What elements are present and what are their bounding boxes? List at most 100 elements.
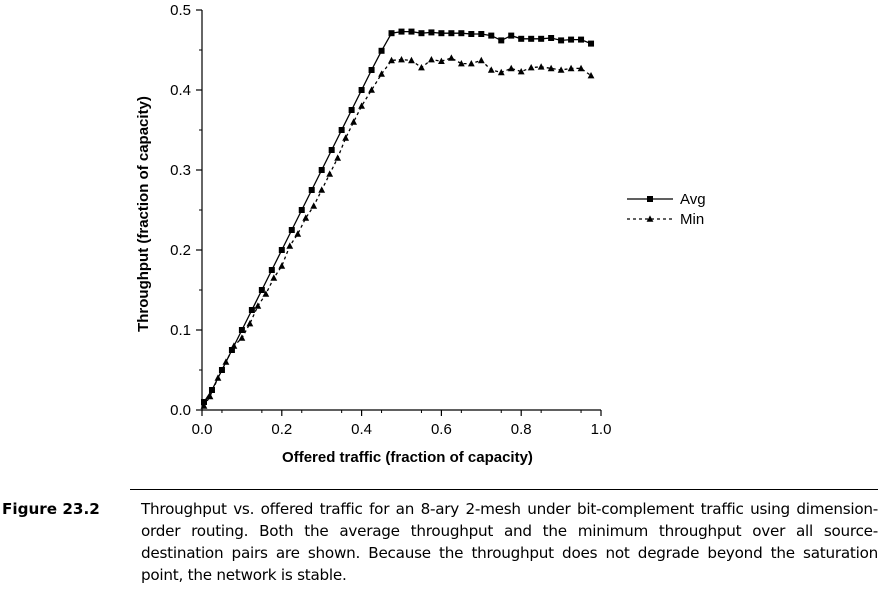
data-point-avg: [348, 107, 355, 113]
data-point-avg: [548, 35, 555, 41]
data-point-min: [557, 66, 565, 73]
data-point-min: [408, 56, 415, 64]
chart-axes: 0.0 0.2 0.4 0.6 0.8 1.0 0.0 0.1 0.2 0.3 0.4 0.5 Offe…: [135, 2, 611, 466]
legend-item-min: Min: [627, 211, 704, 228]
data-point-avg: [528, 35, 535, 42]
data-point-avg: [468, 31, 475, 37]
series-line-min: [203, 57, 592, 407]
data-point-min: [438, 57, 445, 64]
data-point-min: [358, 102, 365, 109]
data-point-min: [342, 134, 350, 141]
data-point-avg: [328, 147, 335, 153]
data-point-avg: [388, 30, 395, 37]
data-point-min: [388, 56, 395, 64]
data-point-avg: [448, 30, 455, 37]
data-point-min: [222, 358, 230, 365]
data-point-avg: [268, 267, 275, 273]
data-point-avg: [478, 31, 485, 37]
data-point-min: [368, 86, 375, 93]
caption-label: Figure 23.2: [2, 500, 100, 518]
data-point-avg: [368, 67, 375, 73]
data-point-avg: [218, 367, 225, 373]
data-point-min: [497, 68, 505, 76]
data-point-min: [567, 64, 575, 72]
data-point-avg: [568, 36, 575, 43]
data-point-avg: [408, 28, 415, 35]
data-point-avg: [358, 87, 365, 93]
data-point-avg: [428, 29, 435, 36]
data-point-min: [350, 118, 358, 125]
x-tick-label: 0.8: [511, 421, 532, 438]
data-point-min: [230, 342, 238, 349]
data-point-avg: [338, 127, 345, 133]
y-axis-title: Throughput (fraction of capacity): [135, 96, 152, 332]
data-point-min: [547, 64, 555, 72]
data-point-min: [238, 334, 246, 341]
data-point-avg: [508, 32, 515, 39]
data-point-min: [507, 64, 515, 72]
data-point-avg: [458, 30, 465, 37]
data-point-min: [517, 68, 525, 75]
data-point-min: [537, 63, 545, 70]
data-point-avg: [258, 287, 265, 293]
legend-marker: [647, 196, 653, 202]
chart-series: [200, 28, 595, 409]
data-point-min: [278, 262, 286, 269]
y-tick-label: 0.3: [170, 162, 191, 179]
data-point-avg: [278, 247, 285, 253]
data-point-min: [447, 54, 455, 61]
data-point-min: [487, 66, 495, 73]
data-point-min: [326, 170, 334, 177]
data-point-avg: [488, 32, 495, 39]
data-point-avg: [398, 28, 405, 35]
data-point-avg: [298, 207, 305, 213]
y-tick-label: 0.2: [170, 242, 191, 259]
data-point-min: [477, 56, 485, 64]
data-point-min: [262, 290, 270, 297]
data-point-min: [214, 374, 222, 381]
data-point-avg: [288, 227, 295, 233]
data-point-min: [294, 230, 302, 237]
data-point-min: [206, 392, 214, 400]
data-point-avg: [308, 187, 315, 193]
series-line-avg: [203, 30, 592, 403]
data-point-avg: [378, 47, 385, 54]
data-point-avg: [578, 36, 585, 43]
data-point-min: [587, 72, 595, 79]
data-point-avg: [318, 167, 325, 173]
data-point-min: [334, 154, 342, 161]
data-point-avg: [498, 37, 505, 44]
data-point-avg: [588, 40, 595, 47]
data-point-min: [398, 56, 405, 63]
data-point-min: [467, 60, 475, 67]
x-tick-label: 0.6: [431, 421, 452, 438]
data-point-avg: [558, 37, 565, 44]
caption-text: Throughput vs. offered traffic for an 8-…: [141, 500, 878, 584]
data-point-min: [318, 186, 326, 193]
legend-label: Min: [680, 211, 704, 228]
x-tick-label: 0.0: [192, 421, 213, 438]
data-point-avg: [438, 30, 445, 37]
caption-divider: [130, 489, 878, 490]
data-point-avg: [200, 399, 207, 405]
data-point-min: [302, 214, 310, 221]
throughput-chart: 0.0 0.2 0.4 0.6 0.8 1.0 0.0 0.1 0.2 0.3 0.4 0.5 Offe…: [135, 2, 706, 466]
chart-legend: Avg Min: [627, 191, 706, 228]
data-point-min: [457, 60, 465, 67]
data-point-min: [418, 64, 425, 71]
x-tick-label: 1.0: [591, 421, 612, 438]
x-axis-title: Offered traffic (fraction of capacity): [282, 449, 533, 466]
data-point-min: [428, 56, 435, 63]
data-point-avg: [418, 30, 425, 37]
data-point-min: [577, 64, 585, 72]
data-point-avg: [248, 307, 255, 313]
data-point-min: [286, 242, 294, 249]
data-point-min: [246, 320, 254, 327]
data-point-avg: [238, 327, 245, 333]
data-point-min: [527, 64, 535, 71]
legend-item-avg: Avg: [627, 191, 706, 208]
y-tick-label: 0.0: [170, 402, 191, 419]
data-point-min: [200, 402, 208, 409]
y-tick-label: 0.5: [170, 2, 191, 19]
x-tick-label: 0.2: [271, 421, 292, 438]
